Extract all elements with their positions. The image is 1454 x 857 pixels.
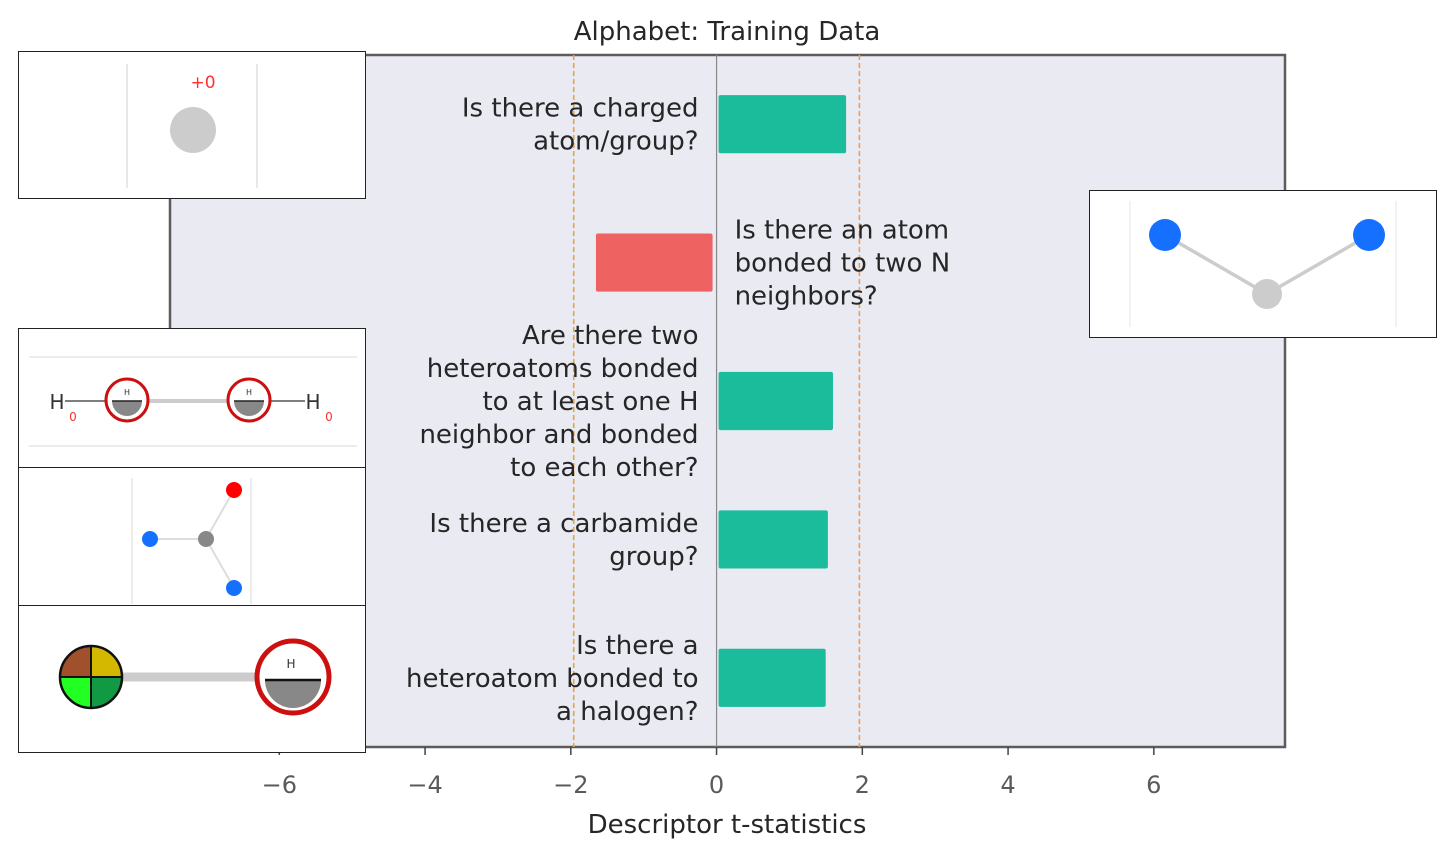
inset-two-n-neighbors [1089,190,1437,338]
nitrogen-atom [142,531,158,547]
x-tick-label: −4 [407,771,442,799]
center-atom [1252,279,1282,309]
halogen-atom [58,644,124,710]
chart-title: Alphabet: Training Data [574,17,881,47]
h-atom-label: H [305,390,320,414]
bar [718,648,826,707]
h-atom-index: 0 [69,410,77,424]
bar [718,510,828,569]
hetero-atom-right: H [226,377,272,423]
x-axis-ticks: −6 −4 −2 0 2 4 6 [262,747,1161,799]
bar-label: Is there a carbamide group? [429,509,698,572]
inset-charged-atom: +0 [18,51,366,199]
bars [595,95,847,707]
inset-heteroatom-halogen: H [18,605,366,753]
x-tick-label: −6 [262,771,297,799]
h-atom-label: H [49,390,64,414]
bar-label: Are there two heteroatoms bonded to at lea… [419,321,698,483]
x-tick-label: 6 [1146,771,1161,799]
x-tick-label: 2 [855,771,870,799]
oxygen-atom [226,482,242,498]
x-tick-label: 4 [1000,771,1015,799]
x-axis-title: Descriptor t-statistics [588,810,867,840]
bar-label: Is there a heteroatom bonded to a halogen? [406,631,699,727]
x-tick-label: −2 [553,771,588,799]
bar-label: Is there a charged atom/group? [462,94,699,157]
svg-text:H: H [286,657,295,671]
bar-labels: Is there a charged atom/group? Is there an… [406,94,950,727]
heteroatom-h: H [254,638,332,716]
bar [595,233,713,292]
charge-label: +0 [190,73,215,93]
hetero-atom-left: H [104,377,150,423]
svg-text:H: H [246,388,252,397]
atom-circle [170,107,216,153]
x-tick-label: 0 [709,771,724,799]
carbon-atom [198,531,214,547]
bar [718,371,833,431]
inset-carbamide [18,467,366,607]
svg-text:H: H [124,388,130,397]
nitrogen-atom [1149,219,1181,251]
inset-heteroatoms-h: H 0 H 0 H H [18,328,366,468]
nitrogen-atom [1353,219,1385,251]
bar [718,95,847,154]
nitrogen-atom [226,580,242,596]
h-atom-index: 0 [325,410,333,424]
significance-lines [572,55,861,747]
